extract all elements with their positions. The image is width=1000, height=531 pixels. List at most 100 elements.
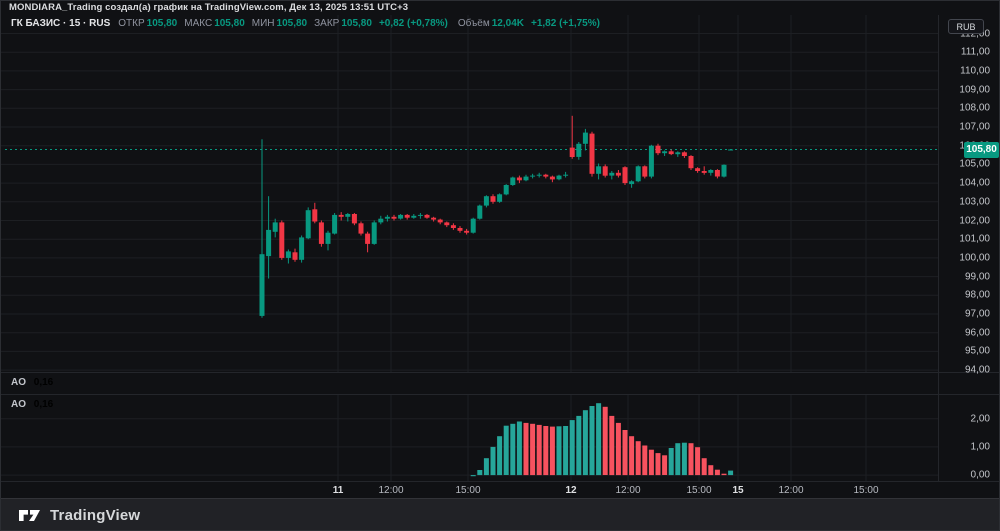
ao-bar bbox=[602, 406, 608, 475]
candle-body bbox=[477, 205, 483, 219]
candle bbox=[299, 235, 305, 263]
time-axis[interactable]: 11 12:00 15:00 12 12:00 15:00 15 12:00 15:00 bbox=[1, 481, 999, 498]
price-axis-label: 95,00 bbox=[964, 345, 990, 357]
candle bbox=[622, 166, 628, 185]
candle-body bbox=[457, 228, 463, 231]
ao-bar bbox=[642, 445, 648, 476]
ao-indicator-legend: AO 0,16 bbox=[11, 399, 53, 410]
candle-body bbox=[589, 133, 595, 174]
ao-bar bbox=[596, 403, 602, 476]
candle-body bbox=[285, 251, 291, 258]
ao-pane[interactable]: AO 0,16 bbox=[1, 395, 938, 481]
ohlc-field-value: 105,80 bbox=[341, 18, 372, 29]
candle-body bbox=[536, 174, 542, 176]
price-pane[interactable]: ГК БАЗИС · 15 · RUS ОТКР 105,80 МАКС 105,80… bbox=[1, 15, 938, 372]
candle bbox=[543, 173, 549, 179]
candle-body bbox=[259, 254, 265, 316]
candle bbox=[332, 213, 338, 235]
volume-value: 12,04K bbox=[491, 18, 524, 29]
price-chart[interactable] bbox=[1, 15, 938, 372]
ao-chart[interactable] bbox=[1, 395, 938, 481]
candle-body bbox=[721, 164, 727, 177]
candle bbox=[536, 172, 542, 178]
candle bbox=[668, 149, 674, 156]
ao-bar bbox=[609, 415, 615, 476]
ao-bar bbox=[714, 469, 720, 476]
time-axis-label: 12:00 bbox=[378, 485, 404, 496]
candle-body bbox=[648, 145, 654, 177]
volume-label: Объём bbox=[457, 18, 490, 29]
ohlc-field-label: ОТКР bbox=[118, 18, 145, 29]
candle-body bbox=[675, 152, 681, 155]
candle bbox=[325, 230, 331, 251]
ao-bar bbox=[497, 436, 503, 476]
grid bbox=[1, 15, 938, 372]
time-axis-label: 12 bbox=[565, 485, 577, 496]
candle-body bbox=[279, 222, 285, 258]
time-axis-label: 15:00 bbox=[853, 485, 879, 496]
candle bbox=[279, 220, 285, 260]
candle bbox=[662, 150, 668, 156]
ao-bar bbox=[516, 421, 522, 476]
price-axis-label: 101,00 bbox=[959, 233, 990, 245]
attribution-bar: MONDIARA_Trading создал(а) график на Tra… bbox=[9, 2, 409, 13]
ao-bar bbox=[668, 448, 674, 476]
candle bbox=[404, 214, 410, 220]
candle-body bbox=[470, 218, 476, 233]
candle bbox=[602, 164, 608, 178]
price-axis[interactable]: RUB 105,80 112,00111,00110,00109,00108,0… bbox=[938, 15, 999, 481]
ohlc-field-label: МИН bbox=[251, 18, 275, 29]
ao-bar bbox=[648, 449, 654, 476]
ohlc-field-value: 105,80 bbox=[276, 18, 308, 29]
ao-indicator-name[interactable]: AO bbox=[11, 399, 26, 410]
candle-body bbox=[437, 219, 443, 223]
ao-bar bbox=[708, 465, 714, 476]
ao-indicator-value: 0,16 bbox=[33, 399, 54, 410]
candle bbox=[371, 220, 377, 245]
tradingview-logo-icon[interactable] bbox=[19, 507, 43, 524]
currency-button[interactable]: RUB bbox=[948, 19, 984, 34]
pane-divider[interactable] bbox=[1, 372, 999, 373]
candle-body bbox=[556, 175, 562, 180]
candle bbox=[424, 214, 430, 219]
candle bbox=[318, 220, 324, 247]
candle bbox=[714, 169, 720, 179]
candle-body bbox=[292, 252, 298, 260]
candle-body bbox=[411, 215, 417, 218]
tradingview-brand-text[interactable]: TradingView bbox=[50, 507, 141, 524]
ao-bar bbox=[629, 436, 635, 476]
candle bbox=[503, 184, 509, 196]
candle bbox=[444, 221, 450, 228]
candle-body bbox=[299, 237, 305, 260]
pane-divider[interactable] bbox=[1, 394, 999, 395]
ao-bar bbox=[470, 475, 476, 477]
candle bbox=[675, 151, 681, 157]
candlestick-series bbox=[259, 115, 734, 318]
candle-body bbox=[332, 214, 338, 234]
candle bbox=[378, 215, 384, 225]
price-axis-label: 102,00 bbox=[959, 215, 990, 226]
candle-body bbox=[714, 170, 720, 177]
ao-indicator-name[interactable]: AO bbox=[11, 377, 26, 388]
candle-body bbox=[695, 168, 701, 171]
candle bbox=[688, 155, 694, 170]
candle-body bbox=[602, 166, 608, 176]
candle bbox=[411, 214, 417, 219]
ao-bar bbox=[523, 422, 529, 476]
ao-bar bbox=[675, 443, 681, 476]
candle-body bbox=[272, 222, 278, 232]
ao-pane-collapsed[interactable]: AO 0,16 bbox=[1, 373, 938, 394]
candle bbox=[457, 226, 463, 233]
candle bbox=[490, 194, 496, 204]
time-axis-label: 11 bbox=[332, 485, 344, 496]
candle bbox=[615, 170, 621, 178]
candle bbox=[701, 166, 707, 175]
ao-axis-label: 2,00 bbox=[970, 413, 990, 425]
candle-body bbox=[688, 156, 694, 169]
ao-bar bbox=[563, 426, 569, 476]
candle-body bbox=[530, 175, 536, 177]
candle-body bbox=[543, 174, 549, 177]
symbol-title[interactable]: ГК БАЗИС · 15 · RUS bbox=[11, 18, 111, 29]
candle bbox=[292, 248, 298, 262]
